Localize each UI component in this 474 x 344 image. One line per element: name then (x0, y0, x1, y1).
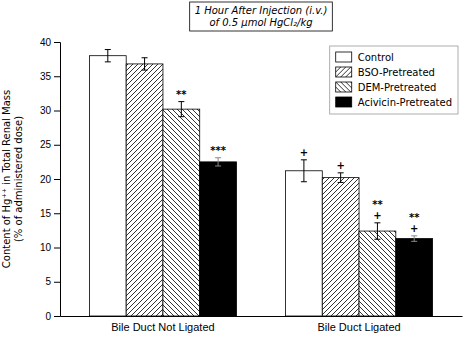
x-axis-line (61, 316, 463, 317)
y-tick-label: 0 (45, 311, 51, 322)
y-tick: 10 (40, 242, 60, 253)
legend-label: Control (358, 52, 394, 63)
y-tick: 0 (45, 311, 60, 322)
y-axis-title: Content of Hg⁺⁺ in Total Renal Mass(% of… (1, 90, 24, 268)
x-tick-label: Bile Duct Not Ligated (111, 321, 214, 333)
legend: Control BSO-Pretreated DEM-Pretreated Acivi… (330, 46, 458, 114)
legend-item: Control (336, 52, 394, 63)
x-tick-label: Bile Duct Ligated (317, 321, 400, 333)
legend-swatch (336, 52, 352, 62)
y-tick-label: 10 (40, 242, 52, 253)
y-tick-mark (54, 76, 60, 77)
significance-label: + (410, 223, 418, 234)
y-tick: 35 (40, 71, 60, 82)
significance-label: + (300, 147, 308, 158)
legend-label: DEM-Pretreated (358, 82, 437, 93)
y-tick: 30 (40, 105, 60, 116)
error-bar (142, 58, 148, 70)
legend-frame (330, 46, 458, 114)
significance-label: ** (176, 89, 187, 100)
error-bar (338, 173, 344, 183)
y-tick-label: 30 (40, 105, 52, 116)
y-axis-line (54, 43, 61, 317)
legend-item: BSO-Pretreated (336, 67, 435, 78)
annotation: 1 Hour After Injection (i.v.)of 0.5 μmol… (190, 2, 333, 31)
y-tick-mark (54, 179, 60, 180)
y-tick-mark (54, 282, 60, 283)
bar (286, 171, 323, 316)
error-bar (301, 160, 307, 182)
y-tick-mark (54, 213, 60, 214)
y-tick-label: 35 (40, 71, 52, 82)
y-tick: 20 (40, 174, 60, 185)
bar (359, 231, 396, 316)
x-tick: Bile Duct Not Ligated (111, 321, 214, 333)
legend-swatch (336, 82, 352, 92)
legend-item: Acivicin-Pretreated (336, 97, 452, 108)
y-tick: 15 (40, 208, 60, 219)
error-bar (411, 236, 417, 241)
legend-label: Acivicin-Pretreated (358, 97, 452, 108)
error-bar (105, 50, 111, 62)
x-axis: Bile Duct Not Ligated Bile Duct Ligated (61, 317, 463, 333)
error-bar (178, 102, 184, 117)
y-tick: 25 (40, 139, 60, 150)
annotation-box (190, 2, 333, 31)
y-tick-mark (54, 248, 60, 249)
legend-swatch (336, 67, 352, 77)
legend-item: DEM-Pretreated (336, 82, 437, 93)
annotation-text: 1 Hour After Injection (i.v.)of 0.5 μmol… (195, 5, 328, 28)
bar (396, 239, 433, 316)
significance-label: ** (409, 212, 420, 223)
legend-swatch (336, 97, 352, 107)
y-tick-label: 25 (40, 139, 52, 150)
y-tick: 40 (40, 37, 60, 48)
significance-label: ** (372, 199, 383, 210)
x-tick: Bile Duct Ligated (317, 321, 400, 333)
bar (200, 162, 237, 316)
bar (126, 64, 163, 316)
bar (89, 56, 126, 316)
y-tick-label: 5 (45, 276, 51, 287)
y-tick-label: 15 (40, 208, 52, 219)
bar (322, 178, 359, 316)
y-tick-mark (54, 42, 60, 43)
y-tick-mark (54, 316, 60, 317)
plot: 0510152025303540Bile Duct Not LigatedBil… (1, 37, 463, 333)
y-tick-mark (54, 145, 60, 146)
y-axis: 0 5 10 15 20 25 30 35 40 (40, 37, 61, 322)
significance-label: + (336, 160, 344, 171)
significance-label: + (373, 210, 381, 221)
chart: 0510152025303540Bile Duct Not LigatedBil… (0, 0, 474, 344)
error-bar (374, 223, 380, 239)
y-tick-mark (54, 111, 60, 112)
error-bar (215, 158, 221, 166)
significance-label: *** (210, 145, 226, 156)
bar (163, 109, 200, 316)
y-tick: 5 (45, 276, 60, 287)
y-tick-label: 20 (40, 174, 52, 185)
y-tick-label: 40 (40, 37, 52, 48)
legend-label: BSO-Pretreated (358, 67, 435, 78)
